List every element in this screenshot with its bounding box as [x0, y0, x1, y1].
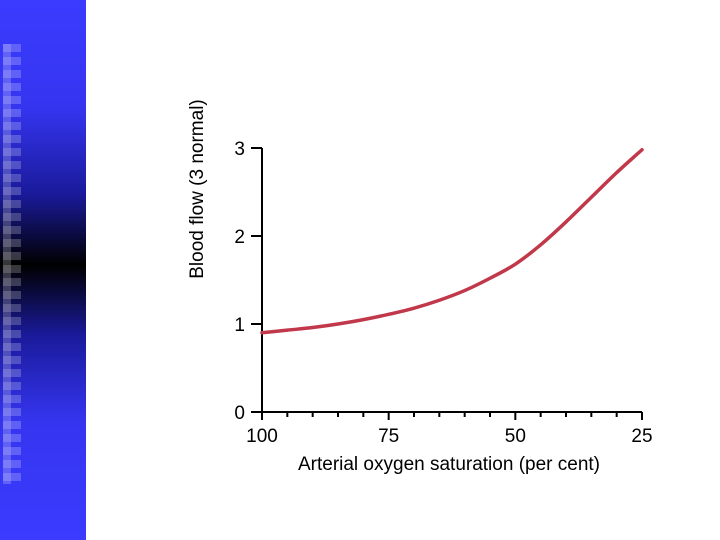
sidebar-square-pattern [3, 44, 21, 484]
x-tick-label: 75 [378, 426, 399, 447]
chart-axes [261, 148, 642, 413]
x-axis-ticks: 100 75 50 25 [246, 412, 653, 447]
y-tick-label: 0 [234, 403, 245, 424]
chart-series [260, 148, 644, 335]
y-tick-label: 3 [234, 139, 245, 160]
y-tick-label: 1 [234, 315, 245, 336]
y-tick-label: 2 [234, 227, 245, 248]
blood-flow-curve [260, 148, 644, 335]
y-axis-ticks: 0 1 2 3 [234, 139, 262, 424]
x-tick-label: 100 [246, 426, 278, 447]
x-tick-label: 25 [631, 426, 652, 447]
y-axis-title: Blood flow (3 normal) [187, 99, 208, 279]
x-tick-label: 50 [505, 426, 526, 447]
x-axis-title: Arterial oxygen saturation (per cent) [298, 454, 600, 475]
slide-sidebar-decoration [0, 0, 86, 540]
